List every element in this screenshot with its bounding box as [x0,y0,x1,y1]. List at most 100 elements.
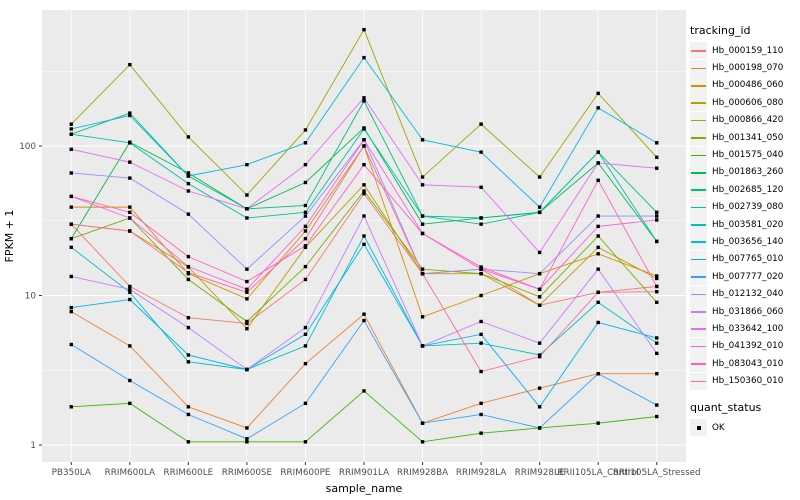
legend-key-swatch [690,250,707,268]
data-point [596,178,600,182]
legend-item-quant-status: OK [690,419,800,436]
legend-key-swatch [690,76,707,94]
data-point [362,189,366,193]
data-point [245,321,249,326]
data-point [186,353,191,357]
data-point [128,160,132,164]
data-point [303,229,308,233]
legend-item: Hb_150360_010 [690,372,800,390]
data-point [420,214,425,218]
data-point [186,254,191,259]
data-point [128,216,132,220]
x-tick-label: RRII105LA_Control [557,468,639,478]
data-point [655,141,659,145]
legend-item: Hb_041392_010 [690,337,800,355]
data-point [128,113,132,118]
data-point [655,351,659,356]
data-point [362,183,366,187]
x-tick-label: RRIM600LE [164,468,214,478]
data-point [537,250,542,255]
data-point [186,440,191,444]
data-point [596,214,600,218]
data-point [245,367,249,372]
legend-item: Hb_001575_040 [690,146,800,164]
data-point [128,344,132,348]
legend-key-swatch [690,355,707,373]
data-point [128,297,132,302]
data-point [362,138,366,142]
data-point [479,293,483,298]
legend-key-swatch [690,233,707,251]
data-point [69,147,73,152]
data-point [69,309,73,314]
data-point [362,96,366,100]
legend-line-swatch [691,189,706,191]
data-point [655,155,659,160]
data-point [655,336,659,340]
data-point [537,205,542,209]
data-point [303,244,308,248]
data-point [245,287,249,292]
data-point [69,245,73,250]
data-point [303,180,308,185]
data-point [186,181,191,186]
legend-key-swatch [690,320,707,338]
data-point [362,27,366,32]
data-point [303,128,308,132]
data-point [303,162,308,167]
data-point [303,325,308,330]
legend-line-swatch [691,84,706,87]
data-point [596,106,600,110]
legend-item-label: Hb_000198_070 [712,63,784,74]
data-point [245,440,249,444]
data-point [245,279,249,284]
data-point [537,386,542,390]
legend-item: Hb_001863_260 [690,163,800,181]
data-point [596,300,600,305]
legend-items-tracking-id: Hb_000159_110 Hb_000198_070 Hb_000486_060 H… [690,42,800,390]
legend-key-swatch [690,372,707,390]
data-point [655,239,659,244]
data-point [362,234,366,238]
data-point [655,414,659,419]
data-point [186,135,191,139]
x-tick-label: RRIM928LA [456,468,506,478]
legend-item: Hb_000198_070 [690,59,800,77]
legend-key-swatch [690,216,707,234]
data-point [303,401,308,406]
legend-item-label: Hb_012132_040 [712,289,784,300]
data-point [537,303,542,307]
data-point [303,214,308,218]
data-point [362,162,366,167]
data-point [596,421,600,425]
data-point [362,99,366,103]
data-point [596,161,600,165]
data-point [479,412,483,417]
data-point [303,224,308,229]
data-point [128,205,132,209]
data-point [245,426,249,430]
data-point [69,405,73,409]
data-point [186,360,191,364]
data-point [128,287,132,292]
legend-item: Hb_033642_100 [690,320,800,338]
data-point [655,276,659,281]
data-point [69,205,73,209]
data-point [479,150,483,154]
data-point [655,274,659,278]
x-tick-label: RRIM928BA [397,468,448,478]
data-point [128,111,132,115]
data-point [420,271,425,276]
legend-item-label: Hb_003581_020 [712,219,784,230]
data-point [69,194,73,199]
data-point [537,295,542,299]
data-point [245,207,249,211]
data-point [420,344,425,348]
legend-item-label: Hb_150360_010 [712,376,784,387]
legend-line-swatch [691,276,706,278]
data-point [479,271,483,276]
legend-item-label: OK [712,422,725,433]
data-point [128,401,132,406]
